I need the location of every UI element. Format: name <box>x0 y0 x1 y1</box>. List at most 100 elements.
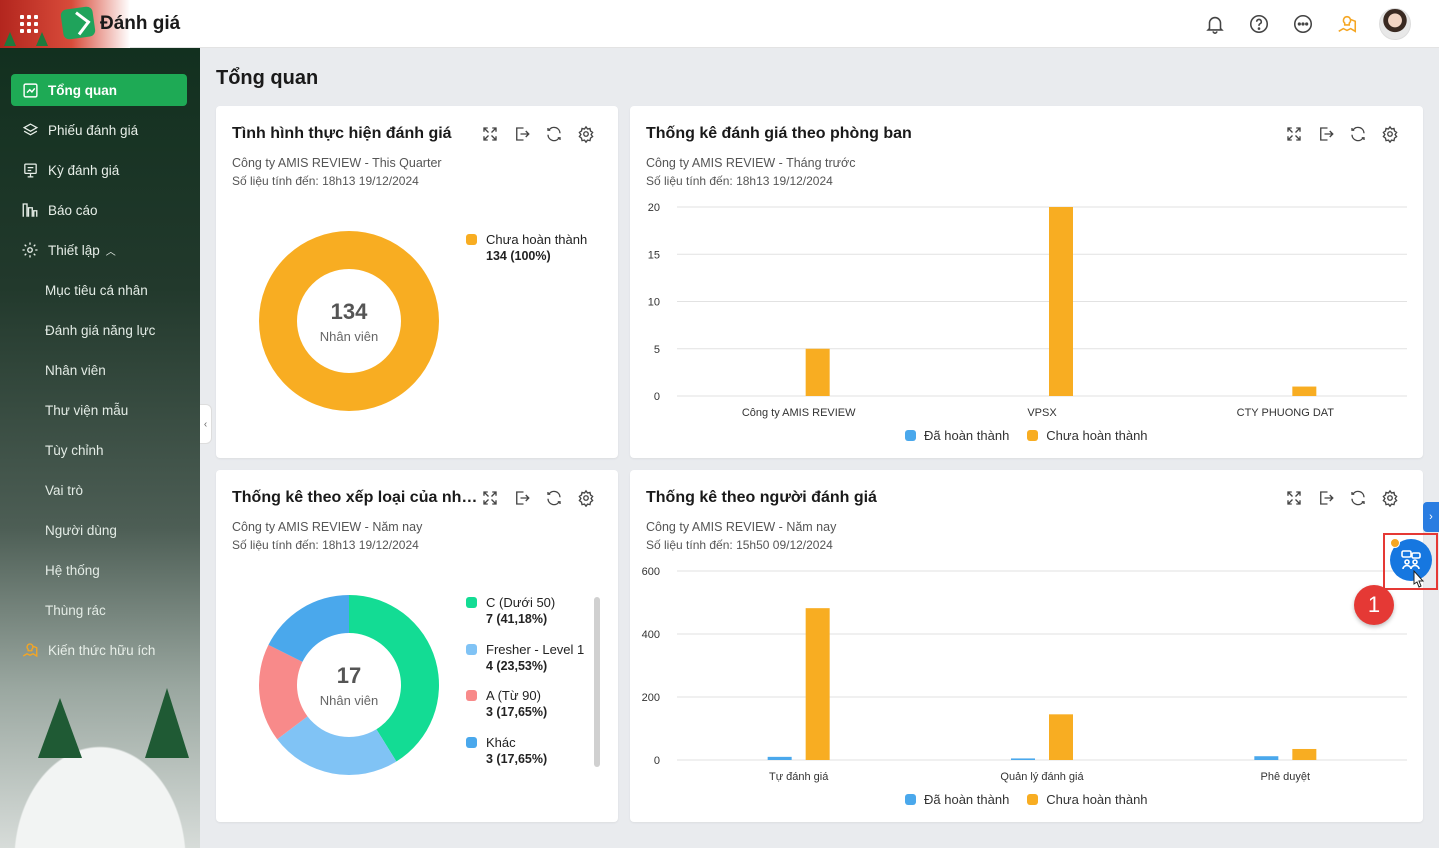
x-tick-label: CTY PHUONG DAT <box>1237 407 1335 419</box>
sidebar-item-tong-quan[interactable]: Tổng quan <box>11 74 187 106</box>
card-toolbar <box>480 124 596 144</box>
brand-area <box>0 0 130 48</box>
refresh-icon[interactable] <box>544 488 564 508</box>
legend-value: 134 (100%) <box>486 249 551 263</box>
sidebar-subitem[interactable]: Mục tiêu cá nhân <box>45 282 148 298</box>
legend-item[interactable]: Đã hoàn thành <box>905 792 1009 807</box>
top-header: Đánh giá <box>0 0 1439 48</box>
sidebar-item-ky-danh-gia[interactable]: Kỳ đánh giá <box>11 154 187 186</box>
card-toolbar <box>1284 488 1400 508</box>
card-updated: Số liệu tính đến: 18h13 19/12/2024 <box>232 174 419 188</box>
sidebar-subitem[interactable]: Người dùng <box>45 522 117 538</box>
x-tick-label: Công ty AMIS REVIEW <box>742 407 856 419</box>
donut-chart <box>259 595 439 775</box>
export-icon[interactable] <box>1316 124 1336 144</box>
chevron-up-icon: ︿ <box>105 246 116 258</box>
sidebar-subitem[interactable]: Thư viện mẫu <box>45 402 129 418</box>
expand-icon[interactable] <box>480 488 500 508</box>
donut-slice <box>277 716 397 775</box>
gear-icon[interactable] <box>576 488 596 508</box>
bar-chart-icon <box>20 200 40 220</box>
legend-swatch <box>466 597 477 608</box>
lightbulb-map-icon[interactable] <box>1335 12 1359 36</box>
donut-center-label: Nhân viên <box>319 693 379 708</box>
expand-icon[interactable] <box>1284 488 1304 508</box>
expand-icon[interactable] <box>480 124 500 144</box>
card-title: Thống kê đánh giá theo phòng ban <box>646 125 912 142</box>
sidebar-subitem[interactable]: Tùy chỉnh <box>45 442 104 458</box>
sidebar-item-label: Kỳ đánh giá <box>48 162 120 178</box>
legend-label: Khác <box>486 735 516 750</box>
bar <box>805 348 830 396</box>
legend-value: 3 (17,65%) <box>486 752 548 766</box>
card-toolbar <box>480 488 596 508</box>
card-department: Thống kê đánh giá theo phòng ban Công ty… <box>630 106 1423 458</box>
legend-label: Đã hoàn thành <box>924 792 1010 807</box>
sidebar-subitem[interactable]: Thùng rác <box>45 602 106 618</box>
card-subtitle: Công ty AMIS REVIEW - This Quarter <box>232 156 442 170</box>
x-tick-label: Tự đánh giá <box>769 771 829 783</box>
legend-item[interactable]: Chưa hoàn thành <box>1027 428 1148 443</box>
y-tick-label: 20 <box>648 202 660 214</box>
gear-icon[interactable] <box>576 124 596 144</box>
gear-icon[interactable] <box>1380 124 1400 144</box>
app-grid-icon[interactable] <box>20 15 38 33</box>
card-subtitle: Công ty AMIS REVIEW - Năm nay <box>232 520 423 534</box>
sidebar-item-kien-thuc[interactable]: Kiến thức hữu ích <box>11 634 187 666</box>
donut-center-value: 134 <box>330 299 368 324</box>
legend-item: Chưa hoàn thành 134 (100%) <box>466 231 587 265</box>
y-tick-label: 15 <box>648 249 660 261</box>
legend-item: C (Dưới 50) 7 (41,18%) <box>466 594 555 628</box>
legend-label: Chưa hoàn thành <box>1046 428 1148 443</box>
legend-value: 3 (17,65%) <box>486 705 548 719</box>
expand-icon[interactable] <box>1284 124 1304 144</box>
bell-icon[interactable] <box>1203 12 1227 36</box>
help-icon[interactable] <box>1247 12 1271 36</box>
donut-slice <box>268 595 349 662</box>
sidebar-subitem[interactable]: Vai trò <box>45 482 84 498</box>
x-tick-label: Quản lý đánh giá <box>1000 771 1084 783</box>
sidebar: Tổng quan Phiếu đánh giá Kỳ đánh giá Báo… <box>0 48 200 848</box>
avatar[interactable] <box>1379 8 1411 40</box>
card-title: Tình hình thực hiện đánh giá <box>232 125 452 142</box>
donut-slice <box>259 644 308 740</box>
x-tick-label: VPSX <box>1027 407 1057 419</box>
sidebar-item-phieu-danh-gia[interactable]: Phiếu đánh giá <box>11 114 187 146</box>
chart-line-icon <box>20 80 40 100</box>
legend-item[interactable]: Chưa hoàn thành <box>1027 792 1148 807</box>
sidebar-item-thiet-lap[interactable]: Thiết lập ︿ <box>11 234 187 266</box>
legend-swatch <box>466 234 477 245</box>
refresh-icon[interactable] <box>1348 488 1368 508</box>
decor-tree-icon <box>4 32 16 46</box>
gear-icon[interactable] <box>1380 488 1400 508</box>
gear-icon <box>20 240 40 260</box>
bar <box>1292 386 1317 396</box>
export-icon[interactable] <box>1316 488 1336 508</box>
donut-chart <box>259 231 439 411</box>
card-rank: Thống kê theo xếp loại của nhâ... Công t… <box>216 470 618 822</box>
legend-item: Fresher - Level 1 4 (23,53%) <box>466 641 584 675</box>
refresh-icon[interactable] <box>544 124 564 144</box>
sidebar-subitem[interactable]: Hệ thống <box>45 562 100 578</box>
page-title: Tổng quan <box>216 67 319 89</box>
donut-center-label: Nhân viên <box>319 329 379 344</box>
more-icon[interactable] <box>1291 12 1315 36</box>
chart-legend: Đã hoàn thành Chưa hoàn thành <box>905 792 1148 807</box>
refresh-icon[interactable] <box>1348 124 1368 144</box>
sidebar-collapse-button[interactable]: ‹ <box>200 404 212 444</box>
sidebar-item-bao-cao[interactable]: Báo cáo <box>11 194 187 226</box>
card-progress: Tình hình thực hiện đánh giá Công ty AMI… <box>216 106 618 458</box>
card-subtitle: Công ty AMIS REVIEW - Tháng trước <box>646 156 856 170</box>
card-title: Thống kê theo xếp loại của nhâ... <box>232 489 478 506</box>
legend-item[interactable]: Đã hoàn thành <box>905 428 1009 443</box>
sidebar-subitem[interactable]: Nhân viên <box>45 362 106 378</box>
sidebar-subitem[interactable]: Đánh giá năng lực <box>45 322 156 338</box>
export-icon[interactable] <box>512 488 532 508</box>
sidebar-item-label: Phiếu đánh giá <box>48 122 139 138</box>
right-panel-toggle[interactable]: › <box>1423 502 1439 532</box>
legend-label: Chưa hoàn thành <box>486 232 588 247</box>
legend-label: Fresher - Level 1 <box>486 642 585 657</box>
export-icon[interactable] <box>512 124 532 144</box>
legend-scrollbar[interactable] <box>594 597 600 767</box>
legend-swatch <box>466 690 477 701</box>
